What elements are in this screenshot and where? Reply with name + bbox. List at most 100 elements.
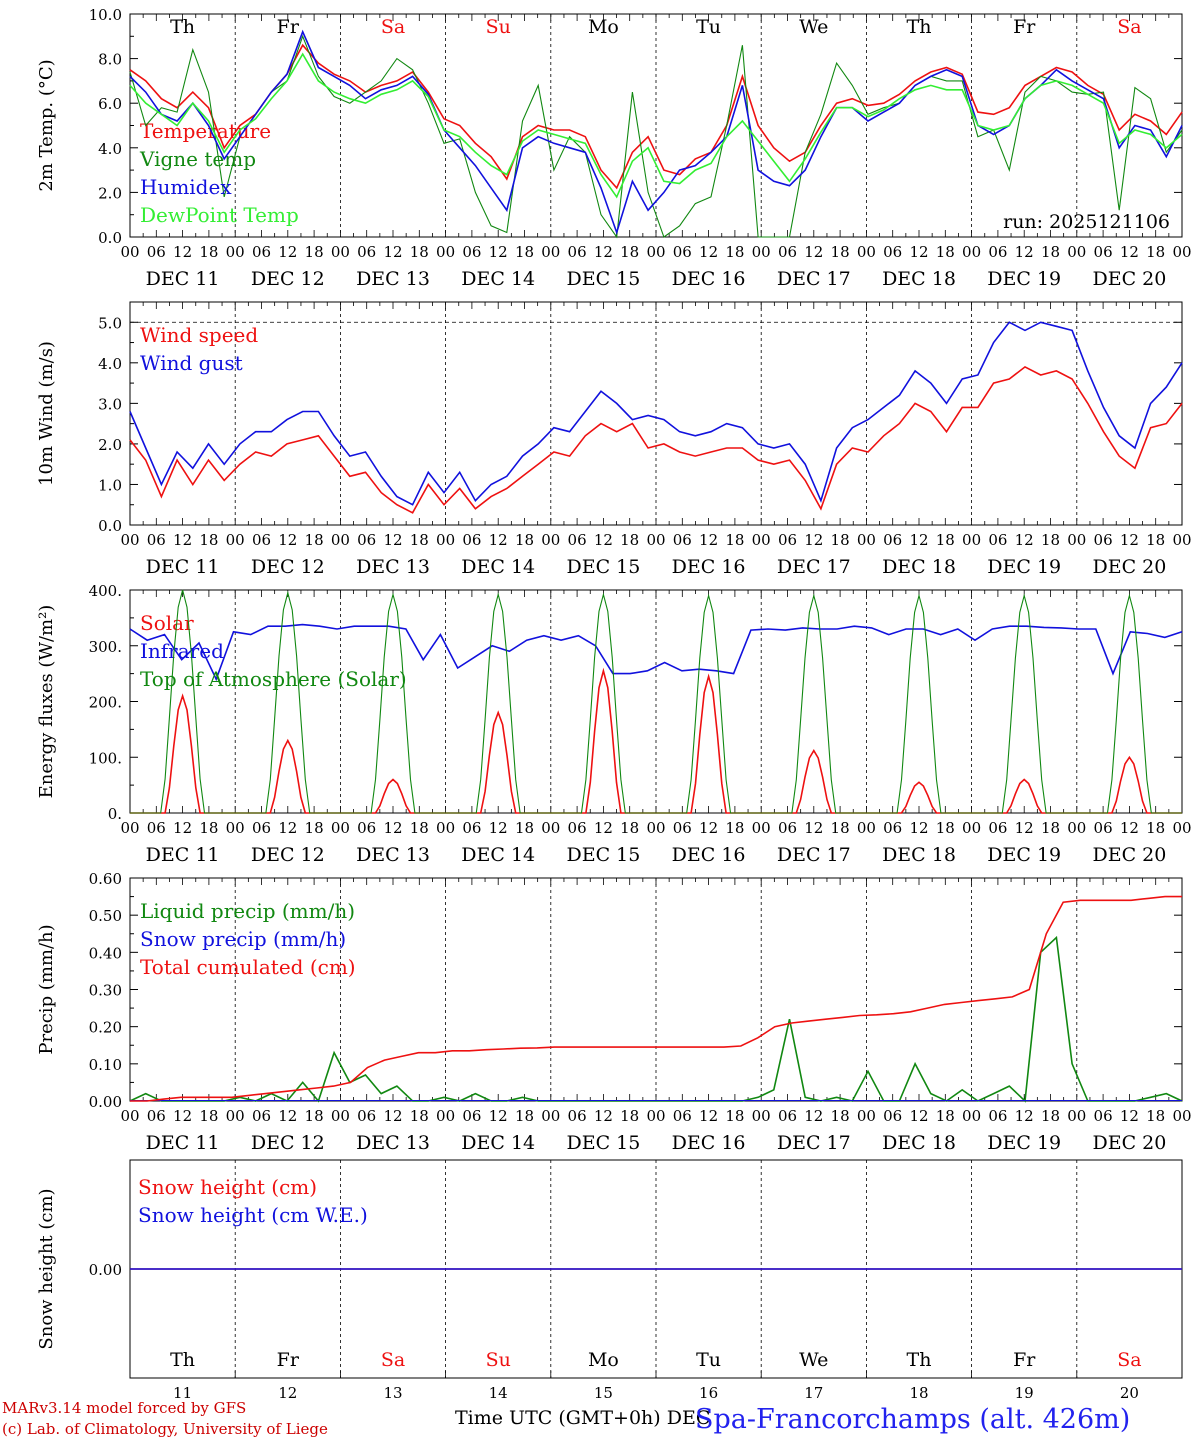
hour-tick-label: 00 [962,1107,981,1125]
date-label: DEC 19 [987,556,1061,578]
date-label: DEC 13 [356,556,430,578]
hour-tick-label: 12 [594,1107,613,1125]
hour-tick-label: 12 [909,531,928,549]
hour-tick-label: 00 [120,1107,139,1125]
y-tick-label: 2.0 [98,184,122,202]
hour-tick-label: 18 [410,243,429,261]
y-tick-label: 6.0 [98,95,122,113]
hour-tick-label: 18 [515,531,534,549]
series-line-top-of-atmosphere-solar- [130,589,1182,814]
y-tick-label: 8.0 [98,51,122,69]
hour-tick-label: 00 [1172,531,1191,549]
date-label: DEC 18 [882,844,956,866]
hour-tick-label: 12 [699,531,718,549]
hour-tick-label: 06 [357,531,376,549]
hour-tick-label: 00 [120,243,139,261]
day-number-label: 18 [909,1384,928,1402]
plot-frame [129,301,1183,526]
hour-tick-label: 06 [252,1107,271,1125]
weekday-label: Sa [381,1349,405,1371]
date-label: DEC 11 [146,1132,220,1154]
hour-tick-label: 18 [620,531,639,549]
hour-tick-label: 00 [962,531,981,549]
y-tick-label: 0.40 [89,944,122,962]
hour-tick-label: 12 [489,243,508,261]
hour-tick-label: 06 [147,1107,166,1125]
hour-tick-label: 06 [673,819,692,837]
day-number-label: 15 [594,1384,613,1402]
hour-tick-label: 00 [1067,1107,1086,1125]
hour-tick-label: 12 [489,819,508,837]
date-label: DEC 20 [1092,844,1166,866]
hour-tick-label: 06 [1094,243,1113,261]
hour-tick-label: 00 [1067,243,1086,261]
hour-tick-label: 06 [357,1107,376,1125]
hour-tick-label: 18 [936,819,955,837]
hour-tick-label: 00 [1172,1107,1191,1125]
y-tick-label: 0.10 [89,1056,122,1074]
date-label: DEC 17 [777,1132,851,1154]
date-label: DEC 14 [461,1132,535,1154]
hour-tick-label: 18 [725,819,744,837]
series-line-dewpoint-temp [129,52,1183,199]
hour-tick-label: 18 [199,819,218,837]
series-line-vigne-temp [129,34,1183,239]
hour-tick-label: 00 [1172,819,1191,837]
hour-tick-label: 18 [1146,1107,1165,1125]
series-line-temperature [129,43,1183,190]
weekday-label: We [799,16,828,38]
hour-tick-label: 12 [173,243,192,261]
hour-tick-label: 18 [725,1107,744,1125]
hour-tick-label: 00 [331,243,350,261]
y-tick-label: 0.60 [89,870,122,888]
hour-tick-label: 00 [857,819,876,837]
hour-tick-label: 00 [752,531,771,549]
hour-tick-label: 18 [831,1107,850,1125]
hour-tick-label: 06 [147,531,166,549]
hour-tick-label: 12 [1015,1107,1034,1125]
hour-tick-label: 12 [278,1107,297,1125]
hour-tick-label: 18 [515,243,534,261]
hour-tick-label: 06 [673,243,692,261]
weekday-label: Fr [277,1349,300,1371]
credit-model-text: MARv3.14 model forced by GFS [2,1399,246,1417]
hour-tick-label: 18 [305,531,324,549]
date-label: DEC 16 [672,1132,746,1154]
hour-tick-label: 06 [988,243,1007,261]
legend-entry: Snow height (cm W.E.) [138,1203,368,1227]
hour-tick-label: 06 [568,243,587,261]
hour-tick-label: 12 [489,1107,508,1125]
panel-1: 0.0 2.0 4.0 6.0 8.0 10.0 2m Temp. (°C) 00 06 12 18… [36,6,1192,290]
y-tick-label: 300. [89,638,122,656]
date-label: DEC 18 [882,268,956,290]
date-label: DEC 12 [251,268,325,290]
date-label: DEC 19 [987,844,1061,866]
y-tick-label: 200. [89,694,122,712]
weekday-label: Th [170,1349,195,1371]
date-label: DEC 20 [1092,556,1166,578]
hour-tick-label: 18 [620,243,639,261]
panel-4: 0.00 0.10 0.20 0.30 0.40 0.50 0.60 Precip (mm/h… [36,870,1192,1154]
date-label: DEC 15 [566,1132,640,1154]
hour-tick-label: 18 [515,1107,534,1125]
hour-tick-label: 06 [357,243,376,261]
legend-entry: Total cumulated (cm) [140,955,356,979]
hour-tick-label: 12 [383,243,402,261]
hour-tick-label: 12 [383,531,402,549]
hour-tick-label: 00 [541,819,560,837]
x-axis-label: Time UTC (GMT+0h) DEC [455,1407,710,1429]
hour-tick-label: 18 [1041,243,1060,261]
hour-tick-label: 12 [594,243,613,261]
hour-tick-label: 00 [646,531,665,549]
hour-tick-label: 00 [962,819,981,837]
hour-tick-label: 12 [383,819,402,837]
hour-tick-label: 18 [725,243,744,261]
legend-entry: Wind speed [140,323,258,347]
legend-entry: Snow height (cm) [138,1175,317,1199]
weekday-label: Mo [588,16,619,38]
y-tick-label: 4.0 [98,140,122,158]
hour-tick-label: 06 [1094,819,1113,837]
hour-tick-label: 06 [988,819,1007,837]
y-axis-label: 2m Temp. (°C) [36,59,57,191]
day-number-label: 11 [173,1384,192,1402]
